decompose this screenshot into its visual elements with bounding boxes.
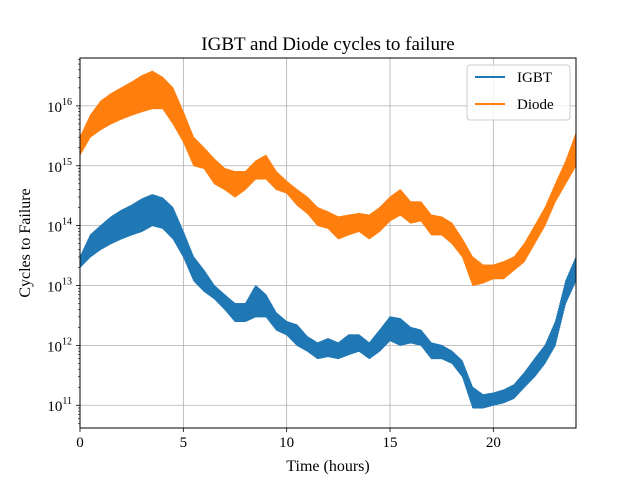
y-tick-label-base: 10 [47, 399, 62, 415]
x-tick-label: 20 [486, 435, 501, 451]
x-tick-label: 5 [180, 435, 188, 451]
x-axis-label: Time (hours) [286, 458, 369, 475]
y-tick-label-exponent: 11 [62, 396, 72, 407]
x-axis-ticks: 0 5 10 15 20 [76, 428, 501, 451]
y-tick-label-base: 10 [47, 220, 62, 236]
y-tick-label-base: 10 [47, 280, 62, 296]
legend: IGBT Diode [466, 64, 571, 121]
plot-frame [79, 57, 577, 429]
chart-title: IGBT and Diode cycles to failure [201, 34, 454, 55]
y-tick-label: 1014 [47, 217, 72, 236]
x-tick-label: 0 [76, 435, 84, 451]
y-tick-label-exponent: 12 [62, 336, 72, 347]
x-tick-label: 10 [279, 435, 294, 451]
y-tick-label: 1015 [47, 157, 72, 176]
series-layer [79, 70, 577, 409]
y-tick-label-exponent: 16 [62, 97, 72, 108]
y-tick-label-base: 10 [47, 339, 62, 355]
series-line-diode [79, 70, 577, 286]
x-tick-label: 15 [383, 435, 398, 451]
y-tick-label-exponent: 14 [62, 217, 72, 228]
series-line-igbt [79, 194, 577, 409]
y-axis-label: Cycles to Failure [17, 188, 34, 297]
y-tick-label-base: 10 [47, 100, 62, 116]
y-tick-label-exponent: 13 [62, 277, 72, 288]
y-tick-label-base: 10 [47, 160, 62, 176]
legend-label-diode: Diode [517, 97, 554, 113]
legend-box [466, 64, 571, 121]
y-tick-label: 1013 [47, 277, 72, 296]
y-tick-label: 1011 [47, 396, 72, 415]
y-tick-label: 1012 [47, 336, 72, 355]
y-tick-label-exponent: 15 [62, 157, 72, 168]
y-tick-label: 1016 [47, 97, 72, 116]
legend-label-igbt: IGBT [517, 70, 552, 86]
